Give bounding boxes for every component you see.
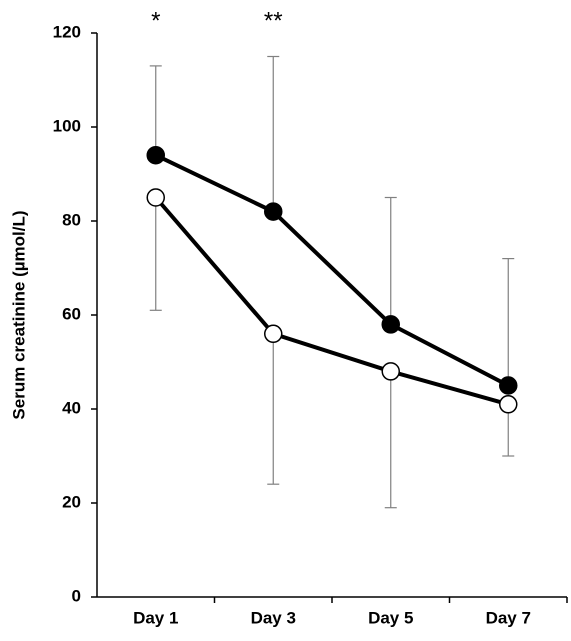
marker [499, 376, 518, 395]
x-tick-label: Day 1 [133, 608, 178, 627]
y-tick-label: 60 [62, 304, 81, 323]
marker [381, 315, 400, 334]
x-tick-label: Day 5 [368, 608, 413, 627]
marker [499, 395, 518, 414]
y-tick-label: 20 [62, 492, 81, 511]
y-tick-label: 0 [72, 586, 81, 605]
significance-mark: ** [264, 7, 283, 34]
x-tick-label: Day 7 [486, 608, 531, 627]
y-tick-label: 40 [62, 398, 81, 417]
y-tick-label: 120 [53, 22, 81, 41]
marker [146, 188, 165, 207]
marker [264, 202, 283, 221]
y-tick-label: 80 [62, 210, 81, 229]
marker [381, 362, 400, 381]
x-tick-label: Day 3 [251, 608, 296, 627]
marker [146, 145, 165, 165]
y-axis-label: Serum creatinine (µmol/L) [9, 210, 28, 419]
y-tick-label: 100 [53, 116, 81, 135]
marker [264, 324, 283, 344]
series-line [154, 196, 509, 407]
series-line [154, 153, 510, 388]
significance-mark: * [151, 7, 160, 34]
